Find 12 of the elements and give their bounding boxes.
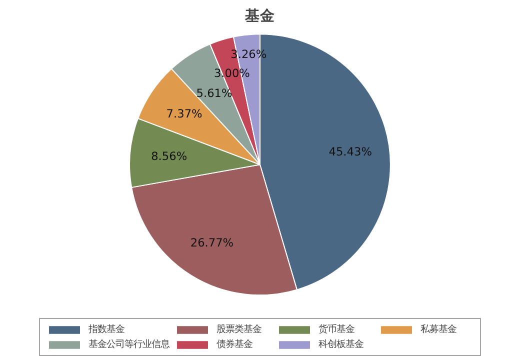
data-label: 45.43% <box>328 144 372 158</box>
legend-label: 基金公司等行业信息 <box>88 338 170 351</box>
chart-title: 基金 <box>244 8 275 24</box>
data-label: 26.77% <box>190 236 234 250</box>
legend-label: 科创板基金 <box>318 338 364 351</box>
legend-label: 指数基金 <box>88 323 126 336</box>
data-label: 7.37% <box>166 106 203 120</box>
legend-label: 货币基金 <box>318 323 356 336</box>
data-label: 8.56% <box>151 149 188 164</box>
legend-label: 私募基金 <box>420 323 458 336</box>
legend-label: 股票类基金 <box>216 323 262 336</box>
legend-label: 债券基金 <box>216 338 254 351</box>
